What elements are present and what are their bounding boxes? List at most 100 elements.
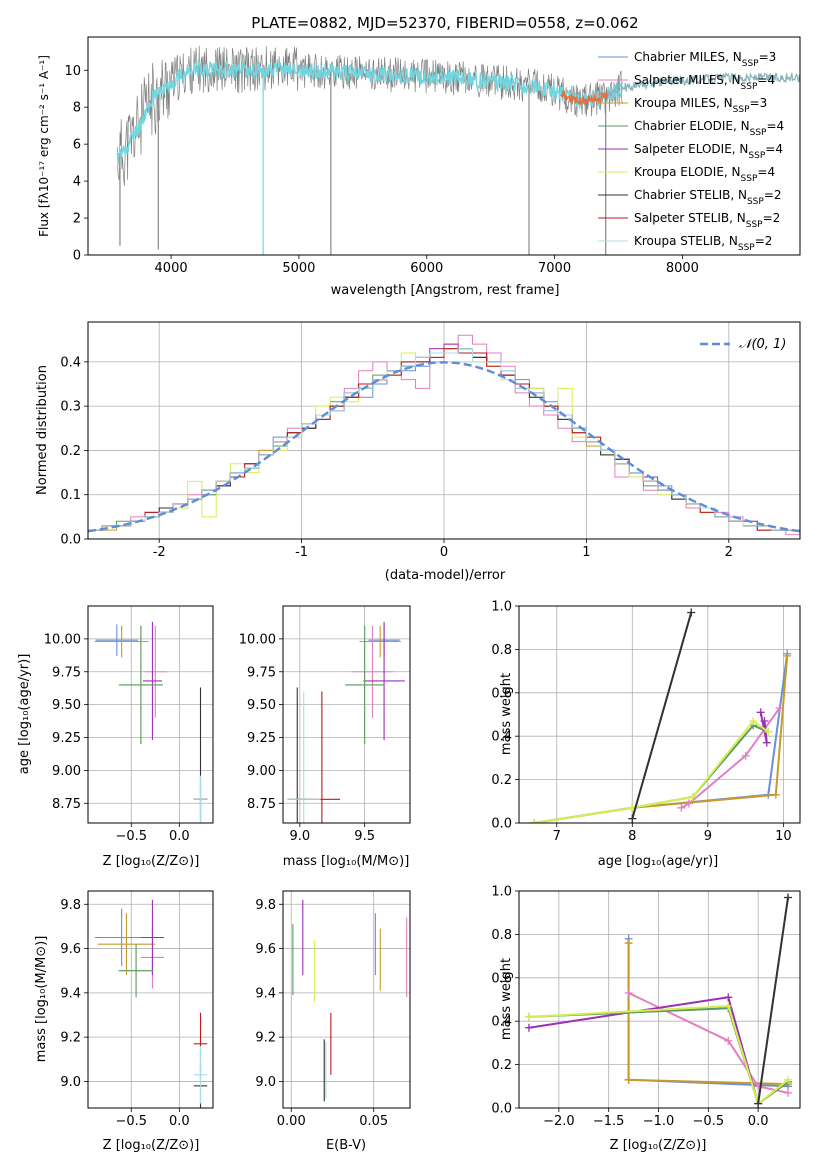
y-tick-label: 1.0 <box>491 600 512 615</box>
y-tick-label: 0.1 <box>60 488 81 503</box>
axes-frame <box>282 605 411 824</box>
weight-point-marker <box>756 708 765 717</box>
y-tick-label: 9.4 <box>255 986 276 1001</box>
age-z-ylabel: age [log₁₀(age/yr)] <box>17 654 32 775</box>
x-tick-label: 0 <box>440 545 448 560</box>
y-tick-label: 0.4 <box>491 730 512 745</box>
axes-frame <box>87 321 801 540</box>
x-tick-label: 7000 <box>538 261 571 276</box>
y-tick-label: 9.50 <box>247 698 276 713</box>
weight-vs-age-panel: 7 8 9 10 0.0 0.2 0.4 0.6 0.8 1.0 <box>491 600 801 844</box>
y-tick-label: 0.8 <box>491 643 512 658</box>
x-tick-label: 8000 <box>666 261 699 276</box>
weight-series-line <box>528 996 760 1104</box>
spectrum-red-extension-line <box>599 71 800 102</box>
weight-point-marker <box>724 1002 733 1011</box>
weight-point-marker <box>628 814 637 823</box>
x-tick-label: 0.00 <box>277 1114 306 1129</box>
y-tick-label: 0.3 <box>60 400 81 415</box>
x-tick-label: 0.0 <box>748 1114 769 1129</box>
x-tick-label: 9.0 <box>290 829 311 844</box>
y-tick-label: 0.6 <box>491 686 512 701</box>
age-vs-mass-panel: 9.0 9.5 8.75 9.00 9.25 9.50 9.75 10.00 <box>239 605 411 844</box>
histogram-step-series <box>88 348 800 531</box>
y-tick-label: 9.8 <box>255 898 276 913</box>
x-tick-label: -2 <box>153 545 166 560</box>
spectrum-xlabel: wavelength [Angstrom, rest frame] <box>331 283 560 298</box>
residuals-plot-area <box>88 334 800 536</box>
y-tick-label: 6 <box>73 138 81 153</box>
weight-point-marker <box>771 790 780 799</box>
weight-point-marker <box>688 792 697 801</box>
errorbar-plot-area <box>286 621 405 823</box>
y-tick-label: 9.00 <box>52 764 81 779</box>
errorbar-plot-area <box>94 899 208 1108</box>
weight-point-marker <box>775 703 784 712</box>
errorbar-plot-area <box>94 621 208 823</box>
legend-entry-label: Chabrier MILES, NSSP=3 <box>634 50 776 69</box>
weight-plot-area <box>524 893 793 1108</box>
y-tick-label: 9.00 <box>247 764 276 779</box>
y-tick-label: 0.2 <box>491 773 512 788</box>
weight-series-line <box>628 992 789 1094</box>
weight-point-marker <box>624 1075 633 1084</box>
legend-entry-label: Salpeter ELODIE, NSSP=4 <box>634 142 783 161</box>
y-tick-label: 9.75 <box>247 665 276 680</box>
y-tick-label: 9.8 <box>60 898 81 913</box>
weight-point-marker <box>724 993 733 1002</box>
weight-point-marker <box>684 799 693 808</box>
x-tick-label: 0.05 <box>359 1114 388 1129</box>
axes-frame <box>87 605 214 824</box>
weight-plot-area <box>530 608 792 823</box>
mass-vs-extinction-panel: 0.00 0.05 9.0 9.2 9.4 9.6 9.8 <box>255 890 411 1129</box>
weight-series-line <box>528 1004 789 1106</box>
x-tick-label: 0.0 <box>169 1114 190 1129</box>
weight-point-marker <box>784 893 793 902</box>
x-tick-label: 9.5 <box>354 829 375 844</box>
spectrum-model-line <box>116 60 623 165</box>
weight-series-line <box>757 897 789 1104</box>
weight-vs-metallicity-panel: −2.0 −1.5 −1.0 −0.5 0.0 0.0 0.2 0.4 0.6 0.8 1.0 <box>491 885 801 1129</box>
spectrum-ylabel: Flux [fλ10⁻¹⁷ erg cm⁻² s⁻¹ A⁻¹] <box>37 55 51 237</box>
x-tick-label: 5000 <box>282 261 315 276</box>
axes-frame <box>518 605 801 824</box>
y-tick-label: 1.0 <box>491 885 512 900</box>
y-tick-label: 10 <box>64 64 81 79</box>
y-tick-label: 9.6 <box>255 942 276 957</box>
y-tick-label: 9.2 <box>255 1031 276 1046</box>
residual-histogram-panel: -2 -1 0 1 2 0.0 0.1 0.2 0.3 0.4 𝒩(0, 1) <box>60 321 801 560</box>
x-tick-label: 10 <box>775 829 792 844</box>
weight-point-marker <box>624 939 633 948</box>
spectrum-data-line <box>117 45 623 187</box>
weight-point-marker <box>524 1023 533 1032</box>
x-tick-label: −0.5 <box>115 1114 147 1129</box>
y-tick-label: 0.6 <box>491 971 512 986</box>
y-tick-label: 8 <box>73 101 81 116</box>
weight-age-xlabel: age [log₁₀(age/yr)] <box>598 854 719 869</box>
mass-vs-metallicity-panel: −0.5 0.0 9.0 9.2 9.4 9.6 9.8 <box>60 890 214 1129</box>
weight-z-ylabel: mass weight <box>499 958 514 1040</box>
mass-z-xlabel: Z [log₁₀(Z/Z⊙)] <box>103 1138 200 1153</box>
weight-point-marker <box>524 1012 533 1021</box>
y-tick-label: 10.00 <box>239 632 276 647</box>
legend-entry-label: Salpeter MILES, NSSP=4 <box>634 73 775 92</box>
axes-frame <box>282 890 411 1109</box>
legend-entry-label: Kroupa ELODIE, NSSP=4 <box>634 165 775 184</box>
weight-point-marker <box>754 1099 763 1108</box>
weight-point-marker <box>760 717 769 726</box>
spectrum-plot-area <box>116 45 800 255</box>
legend-entry-label: Salpeter STELIB, NSSP=2 <box>634 211 780 230</box>
y-tick-label: 0 <box>73 249 81 264</box>
x-tick-label: −2.0 <box>543 1114 575 1129</box>
x-tick-label: 4000 <box>155 261 188 276</box>
weight-point-marker <box>724 1036 733 1045</box>
weight-series-line <box>680 707 781 809</box>
errorbar-plot-area <box>292 899 408 1102</box>
figure-title: PLATE=0882, MJD=52370, FIBERID=0558, z=0… <box>251 14 638 32</box>
y-tick-label: 0.4 <box>60 355 81 370</box>
weight-point-marker <box>783 651 792 660</box>
legend-entry-label: Kroupa MILES, NSSP=3 <box>634 96 767 115</box>
axes-frame <box>87 890 214 1109</box>
y-tick-label: 9.50 <box>52 698 81 713</box>
y-tick-label: 8.75 <box>247 797 276 812</box>
